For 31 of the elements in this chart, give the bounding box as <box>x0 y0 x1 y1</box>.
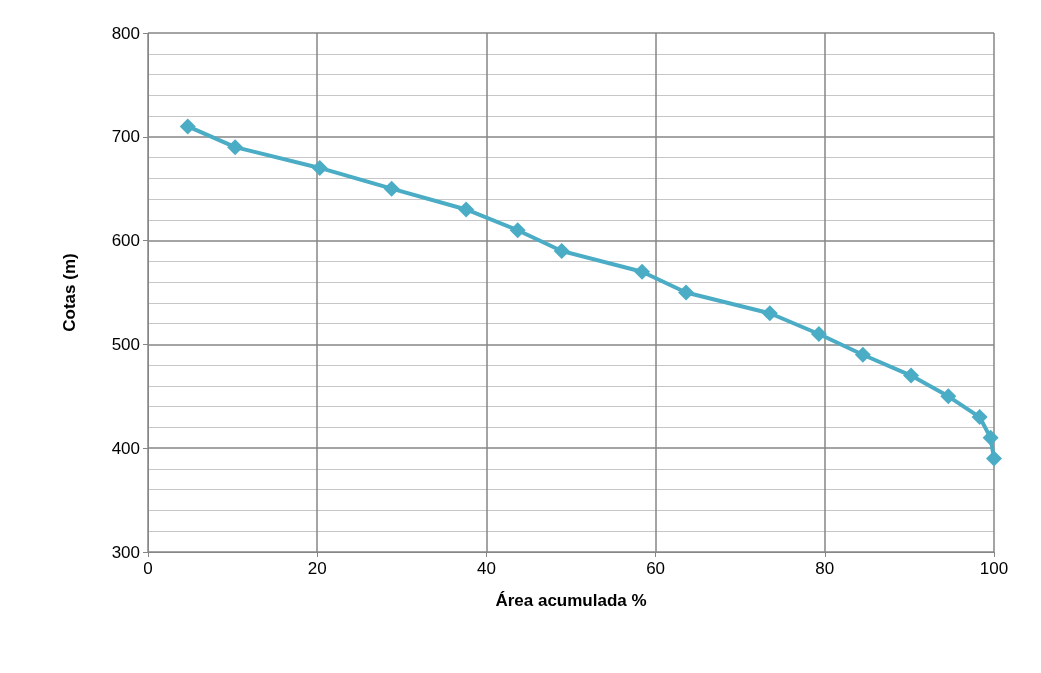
y-tick-label: 800 <box>111 23 140 43</box>
point <box>227 139 244 156</box>
point <box>854 346 871 363</box>
point <box>940 388 957 405</box>
point <box>810 326 827 343</box>
x-tick-label: 20 <box>307 559 327 578</box>
x-tick-label: 0 <box>143 559 153 578</box>
x-tick-label: 60 <box>646 559 666 578</box>
y-axis-title: Cotas (m) <box>60 253 79 332</box>
point <box>458 201 475 218</box>
point <box>986 450 1002 467</box>
point <box>761 305 778 322</box>
point <box>971 409 988 426</box>
point <box>634 263 651 280</box>
y-tick-label: 400 <box>111 438 140 458</box>
point <box>903 367 920 384</box>
x-tick-label: 80 <box>815 559 835 578</box>
y-tick-label: 700 <box>111 127 140 147</box>
point <box>179 118 196 135</box>
point <box>982 429 999 446</box>
x-axis-title: Área acumulada % <box>495 591 647 610</box>
y-tick-label: 500 <box>111 334 140 354</box>
point <box>311 159 328 176</box>
point <box>678 284 695 301</box>
point <box>553 242 570 259</box>
y-tick-label: 300 <box>111 542 140 562</box>
y-tick-label: 600 <box>111 231 140 251</box>
x-tick-label: 100 <box>979 559 1009 578</box>
point <box>383 180 400 197</box>
x-tick-label: 40 <box>476 559 496 578</box>
point <box>509 222 526 239</box>
